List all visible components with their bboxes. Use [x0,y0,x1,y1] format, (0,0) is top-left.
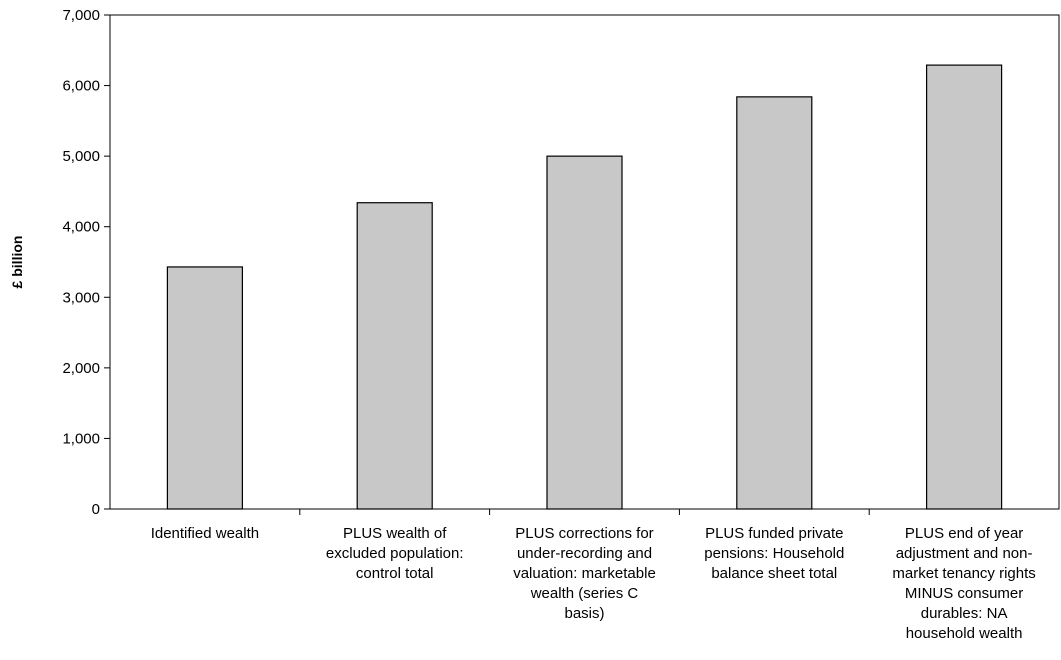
plot-area-frame [109,14,1060,510]
x-category-label-1: Identified wealth [151,525,259,542]
y-tick-label: 6,000 [62,78,100,95]
y-tick-label: 1,000 [62,430,100,447]
x-category-label-2: PLUS wealth of excluded population: contro… [326,525,464,582]
bar-5 [925,64,1003,510]
bar-4 [736,96,813,510]
x-category-label-3: PLUS corrections for under-recording and v… [513,525,656,622]
bar-3 [546,155,623,510]
y-tick-label: 7,000 [62,7,100,24]
bar-2 [356,202,433,510]
x-category-label-5: PLUS end of year adjustment and non-marke… [892,525,1035,642]
y-tick-label: 2,000 [62,360,100,377]
bar-1 [166,266,243,510]
y-tick-label: 4,000 [62,219,100,236]
bars [166,64,1003,510]
x-axis-labels: Identified wealth PLUS wealth of excluded … [151,509,1036,642]
x-category-label-4: PLUS funded private pensions: Household ba… [704,525,844,582]
y-tick-label: 0 [92,501,100,518]
y-tick-label: 3,000 [62,289,100,306]
y-axis-title: £ billion [9,236,25,289]
y-axis-ticks: 0 1,000 2,000 3,000 4,000 5,000 6,000 7,000 [62,7,110,518]
y-tick-label: 5,000 [62,148,100,165]
